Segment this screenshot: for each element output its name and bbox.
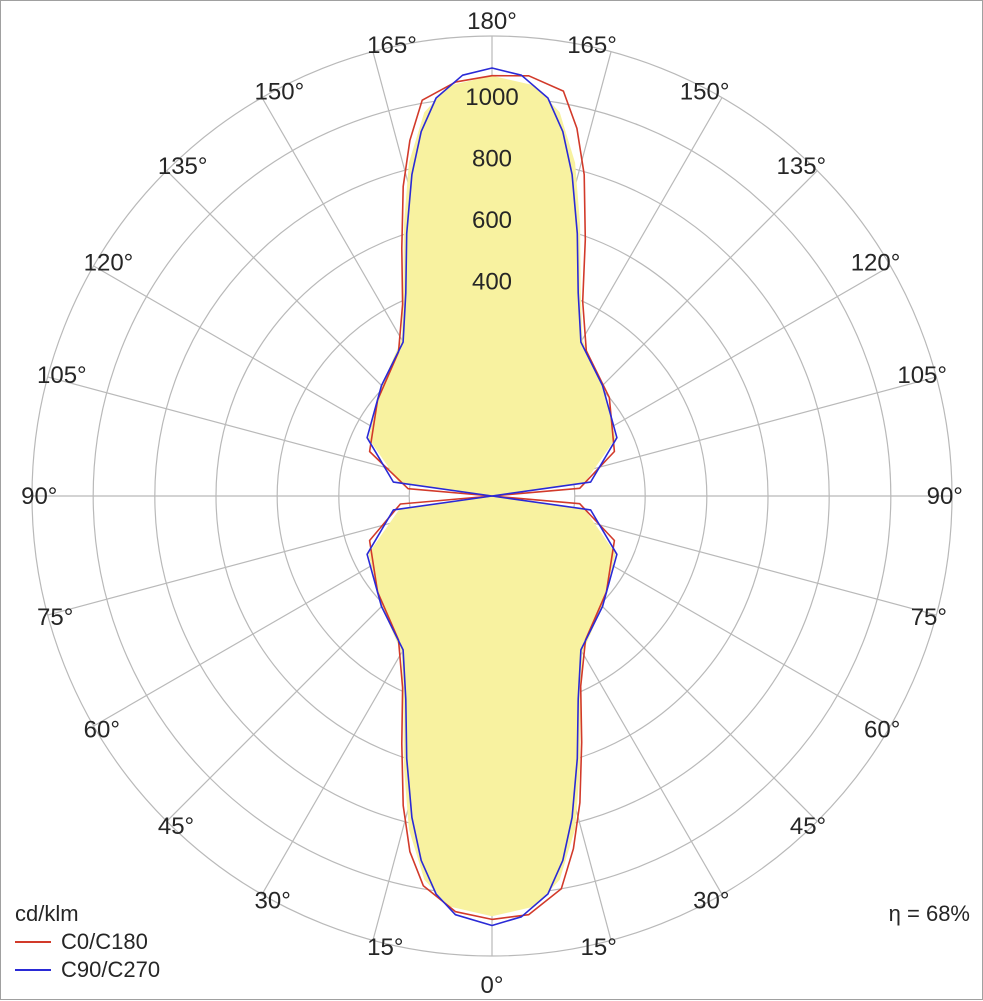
angle-label: 150°	[255, 79, 305, 106]
angle-label: 150°	[680, 79, 730, 106]
angle-label: 60°	[84, 716, 120, 743]
angle-label: 30°	[255, 887, 291, 914]
grid-spoke	[48, 377, 412, 475]
angle-label: 180°	[467, 8, 517, 35]
grid-spoke	[572, 517, 936, 615]
efficiency-label: η = 68%	[889, 901, 970, 926]
angle-label: 165°	[567, 32, 617, 59]
polar-chart-svg: 400 600 800 1000 0° 15° 30° 45° 60° 75° 90° 105° 120…	[1, 1, 983, 1001]
angle-label: 120°	[84, 250, 134, 277]
grid-spoke	[564, 537, 891, 726]
radial-tick-label: 800	[472, 146, 512, 173]
angle-label: 165°	[367, 32, 417, 59]
angle-label: 105°	[37, 362, 87, 389]
grid-spoke	[48, 517, 412, 615]
angle-label: 30°	[693, 887, 729, 914]
grid-spoke	[572, 377, 936, 475]
legend-series-label: C0/C180	[61, 929, 148, 954]
angle-label: 45°	[158, 813, 194, 840]
angle-label: 90°	[21, 483, 57, 510]
angle-label: 75°	[37, 604, 73, 631]
radial-tick-label: 1000	[465, 84, 518, 111]
angle-label: 90°	[927, 483, 963, 510]
angle-label: 105°	[897, 362, 947, 389]
angle-label: 75°	[911, 604, 947, 631]
angle-label: 0°	[481, 972, 504, 999]
angle-label: 135°	[158, 153, 208, 180]
angle-label: 60°	[864, 716, 900, 743]
grid-spoke	[94, 266, 421, 455]
legend-series-label: C90/C270	[61, 957, 160, 982]
polar-chart-container: 400 600 800 1000 0° 15° 30° 45° 60° 75° 90° 105° 120…	[0, 0, 983, 1000]
angle-label: 15°	[581, 934, 617, 961]
grid-spoke	[94, 537, 421, 726]
angle-label: 135°	[777, 153, 827, 180]
legend: cd/klm C0/C180 C90/C270	[15, 901, 160, 982]
radial-tick-label: 600	[472, 207, 512, 234]
angle-label: 45°	[790, 813, 826, 840]
legend-unit-label: cd/klm	[15, 901, 79, 926]
radial-tick-label: 400	[472, 268, 512, 295]
angle-label: 120°	[851, 250, 901, 277]
angle-label: 15°	[367, 934, 403, 961]
